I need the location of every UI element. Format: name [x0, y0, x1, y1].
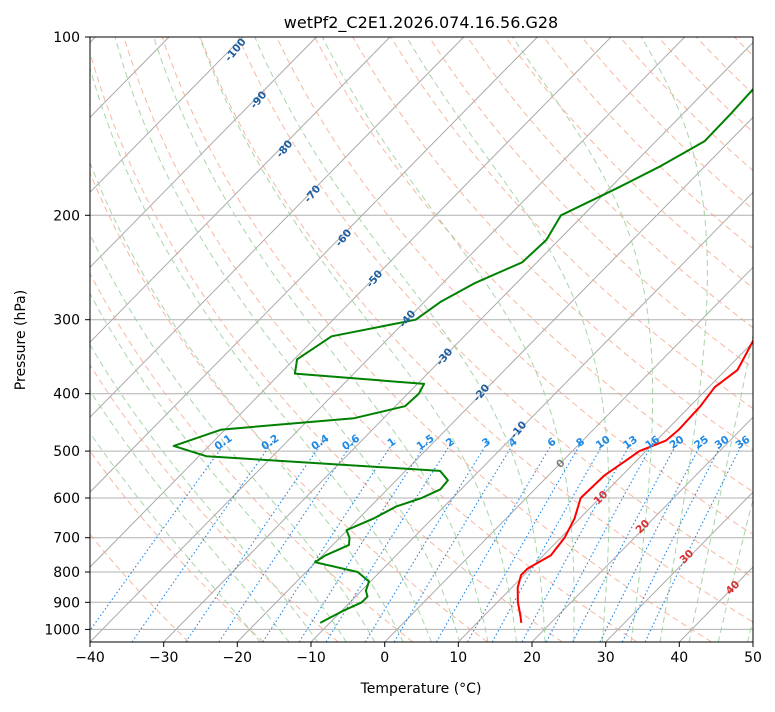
y-tick-label: 900 — [53, 595, 80, 611]
x-tick-label: 50 — [744, 650, 762, 666]
y-axis-label: Pressure (hPa) — [13, 290, 29, 390]
x-tick-label: 10 — [449, 650, 467, 666]
y-tick-label: 1000 — [44, 622, 80, 638]
x-tick-label: −20 — [223, 650, 253, 666]
x-tick-label: 0 — [380, 650, 389, 666]
x-axis-label: Temperature (°C) — [360, 681, 482, 697]
x-tick-label: 40 — [670, 650, 688, 666]
x-tick-label: 30 — [597, 650, 615, 666]
y-tick-label: 600 — [53, 491, 80, 507]
y-tick-label: 200 — [53, 208, 80, 224]
x-tick-label: −40 — [75, 650, 105, 666]
chart-title: wetPf2_C2E1.2026.074.16.56.G28 — [284, 13, 558, 33]
y-tick-label: 800 — [53, 565, 80, 581]
x-tick-label: 20 — [523, 650, 541, 666]
y-tick-label: 300 — [53, 313, 80, 329]
x-tick-label: −30 — [149, 650, 179, 666]
y-tick-label: 400 — [53, 387, 80, 403]
y-tick-label: 700 — [53, 531, 80, 547]
x-tick-label: −10 — [296, 650, 326, 666]
y-tick-label: 500 — [53, 444, 80, 460]
y-tick-label: 100 — [53, 30, 80, 46]
